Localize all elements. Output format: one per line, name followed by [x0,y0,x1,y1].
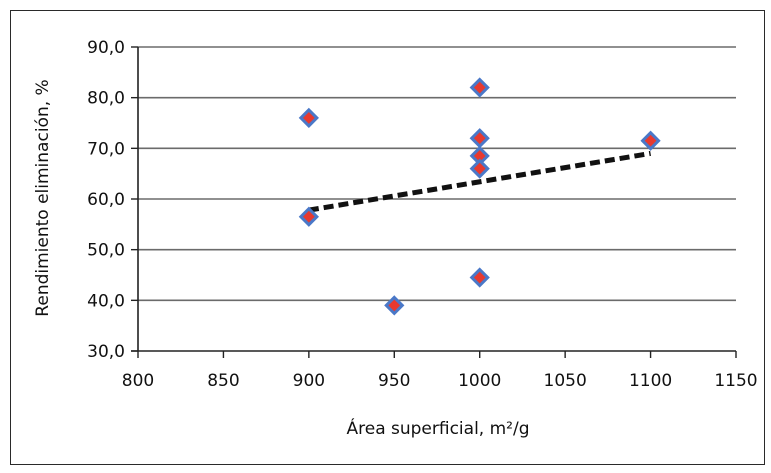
data-points [298,77,661,316]
trendline [308,150,651,213]
x-tick-label: 900 [293,371,325,391]
y-axis-title: Rendimiento eliminación, % [33,79,53,316]
x-tick-label: 950 [378,371,410,391]
x-tick-labels: 800 850 900 950 1000 1050 1100 1150 [122,371,758,391]
x-tick-label: 1000 [458,371,501,391]
data-point [469,77,490,98]
x-tick-label: 1100 [629,371,672,391]
chart-frame [10,10,765,465]
data-point [469,267,490,288]
x-tick-label: 1150 [714,371,757,391]
y-tick-label: 50,0 [87,241,125,261]
y-tick-label: 70,0 [87,139,125,159]
data-point [469,158,490,179]
y-tick-label: 60,0 [87,190,125,210]
data-point [469,128,490,149]
x-axis-title: Área superficial, m²/g [346,417,529,439]
gridlines [138,46,736,302]
x-tick-label: 850 [207,371,239,391]
trendline-group [308,150,651,213]
data-point [298,107,319,129]
data-point [384,295,405,316]
y-tick-labels: 30,0 40,0 50,0 60,0 70,0 80,0 90,0 [87,38,125,362]
x-tick-label: 1050 [544,371,587,391]
data-point [298,206,319,227]
y-tick-label: 30,0 [87,342,125,362]
data-point [640,130,661,151]
y-tick-label: 90,0 [87,38,125,58]
axes [131,46,737,358]
x-tick-label: 800 [122,371,154,391]
y-tick-label: 40,0 [87,291,125,311]
y-tick-label: 80,0 [87,89,125,109]
